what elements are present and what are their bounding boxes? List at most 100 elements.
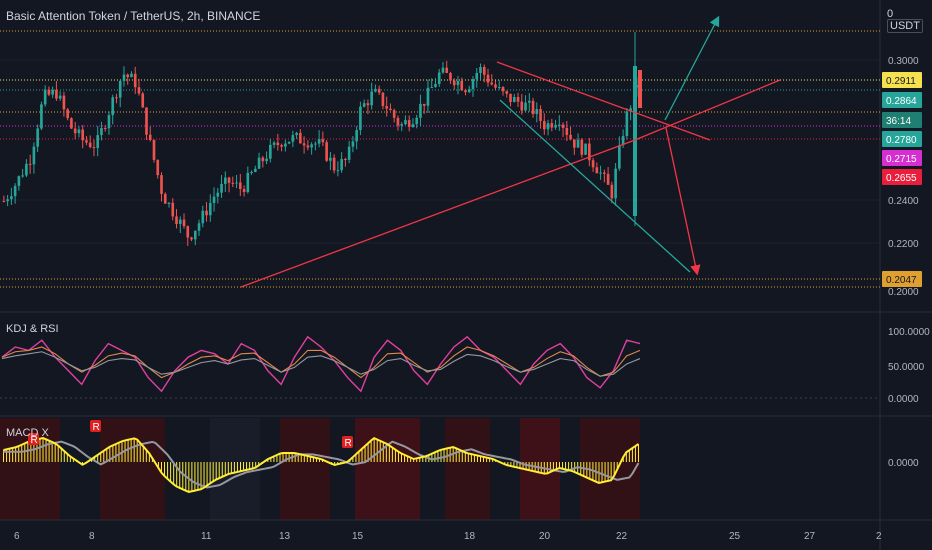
candle-body [77, 129, 81, 134]
candle-body [122, 74, 126, 82]
resistance-trendline[interactable] [496, 61, 711, 141]
bearish-arrow[interactable] [665, 127, 701, 276]
price-tag-label: 0.2864 [886, 96, 917, 107]
price-tick-label: 0.3000 [888, 56, 919, 67]
candle-body [385, 106, 388, 109]
candle-body [351, 141, 355, 147]
price-tags: 0.2911 0.2864 36:14 0.2780 0.2715 0.2655 0.204… [882, 72, 922, 287]
candle-body [32, 146, 36, 165]
candle-body [190, 237, 193, 240]
candle-body [6, 199, 9, 202]
candle-body [167, 202, 171, 204]
macd-marker-label: R [345, 438, 352, 449]
candle-body [419, 103, 422, 118]
candle-body [145, 107, 148, 135]
candle-body [272, 142, 276, 145]
currency-unit: USDT [887, 19, 923, 33]
candle-body [216, 192, 220, 197]
candle-body [254, 168, 257, 173]
candle-body [126, 74, 130, 78]
candle-body [118, 81, 122, 98]
bullish-arrow[interactable] [664, 15, 720, 121]
candle-body [171, 202, 175, 217]
candle-body [573, 139, 576, 148]
candle-body [588, 143, 591, 161]
candle-body [430, 87, 434, 89]
macd-axis[interactable]: 0.0000 [888, 458, 919, 469]
candle-body [359, 106, 362, 131]
candle-body [152, 139, 156, 160]
macd-zone [355, 418, 420, 520]
trendlines[interactable] [240, 15, 781, 288]
candle-body [329, 157, 332, 161]
candle-body [284, 143, 287, 147]
candle-body [336, 170, 340, 172]
candle-body [362, 103, 366, 107]
price-tag-label: 0.2911 [886, 76, 916, 87]
candle-body [494, 84, 497, 88]
candle-body [482, 66, 486, 75]
candle-body [340, 158, 343, 171]
candle-body [43, 89, 47, 105]
currency-zero: 0 [887, 8, 894, 20]
time-axis[interactable]: 6 8 11 13 15 18 20 22 25 27 2 [14, 531, 882, 542]
candle-body [231, 182, 235, 184]
candle-body [633, 66, 637, 216]
candle-body [396, 117, 400, 126]
candle-body [205, 210, 208, 216]
candle-body [10, 196, 13, 200]
channel-trendline[interactable] [499, 99, 691, 273]
candle-body [400, 124, 404, 126]
candle-body [565, 127, 569, 135]
currency-label[interactable]: 0 USDT [887, 8, 932, 33]
candle-body [238, 182, 242, 190]
candle-body [516, 97, 520, 102]
candle-body [441, 67, 445, 73]
candle-body [2, 201, 6, 203]
level-lines [0, 30, 880, 288]
candle-body [302, 143, 306, 146]
candle-body [163, 193, 167, 204]
candle-body [92, 147, 96, 149]
candle-body [186, 226, 190, 238]
candle-body [561, 124, 565, 128]
price-tag [882, 92, 922, 108]
extended-trendline[interactable] [634, 79, 781, 141]
candle-body [422, 103, 426, 106]
kdj-axis[interactable]: 100.0000 50.0000 0.0000 [888, 327, 930, 405]
candle-body [638, 70, 642, 108]
candle-body [550, 123, 554, 128]
candle-body [445, 67, 449, 73]
candle-body [464, 90, 467, 93]
candle-body [261, 157, 265, 162]
candle-body [314, 143, 317, 145]
support-trendline[interactable] [240, 139, 636, 288]
candle-body [257, 157, 261, 169]
candle-body [310, 144, 313, 148]
kdj-tick-label: 0.0000 [888, 394, 919, 405]
macd-marker [90, 420, 101, 432]
candlestick-series[interactable] [2, 32, 642, 246]
candle-body [471, 79, 475, 89]
candle-body [295, 132, 298, 136]
candle-body [392, 110, 396, 118]
price-tag [882, 112, 922, 128]
kdj-rsi-series [1, 335, 641, 393]
candle-body [370, 91, 373, 106]
candle-body [591, 160, 595, 168]
macd-line [3, 436, 640, 494]
price-tick-label: 0.2000 [888, 287, 919, 298]
candle-body [381, 92, 385, 107]
candle-body [66, 109, 69, 119]
candle-body [557, 124, 561, 126]
candle-body [456, 81, 460, 86]
price-tick-label: 0.2200 [888, 239, 919, 250]
candle-body [250, 172, 253, 174]
candle-body [58, 95, 62, 99]
time-tick-label: 20 [539, 531, 551, 542]
candle-body [175, 216, 178, 225]
chart-title: Basic Attention Token / TetherUS, 2h, BI… [6, 9, 261, 23]
candle-body [137, 87, 141, 94]
candle-body [88, 142, 92, 148]
